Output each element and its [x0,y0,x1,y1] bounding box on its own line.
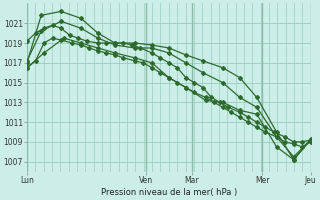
X-axis label: Pression niveau de la mer( hPa ): Pression niveau de la mer( hPa ) [101,188,237,197]
